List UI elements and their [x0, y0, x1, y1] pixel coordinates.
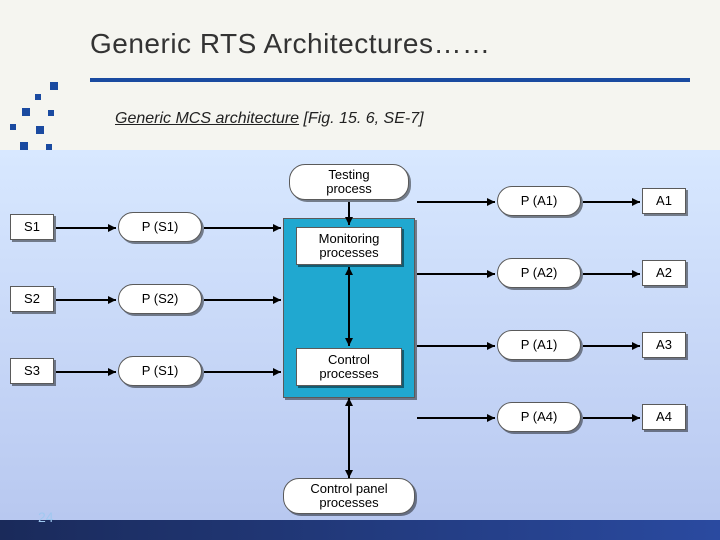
subtitle: Generic MCS architecture [Fig. 15. 6, SE… — [115, 110, 424, 128]
node-pa4: P (A4) — [497, 402, 581, 432]
page-number: 24 — [38, 509, 54, 525]
slide-title: Generic RTS Architectures…… — [90, 28, 490, 60]
title-underline — [90, 78, 690, 82]
node-a1: A1 — [642, 188, 686, 214]
node-pa3: P (A1) — [497, 330, 581, 360]
node-ps2: P (S2) — [118, 284, 202, 314]
node-a3: A3 — [642, 332, 686, 358]
node-a4: A4 — [642, 404, 686, 430]
node-pa1: P (A1) — [497, 186, 581, 216]
architecture-diagram: Testingprocess Monitoringprocesses Control… — [0, 150, 720, 520]
node-monitoring: Monitoringprocesses — [296, 227, 402, 265]
node-s1: S1 — [10, 214, 54, 240]
node-control: Controlprocesses — [296, 348, 402, 386]
node-a2: A2 — [642, 260, 686, 286]
subtitle-rest: [Fig. 15. 6, SE-7] — [299, 110, 424, 127]
node-panel: Control panelprocesses — [283, 478, 415, 514]
node-testing: Testingprocess — [289, 164, 409, 200]
node-pa2: P (A2) — [497, 258, 581, 288]
node-s2: S2 — [10, 286, 54, 312]
node-ps3: P (S1) — [118, 356, 202, 386]
node-ps1: P (S1) — [118, 212, 202, 242]
subtitle-underlined: Generic MCS architecture — [115, 110, 299, 127]
node-s3: S3 — [10, 358, 54, 384]
